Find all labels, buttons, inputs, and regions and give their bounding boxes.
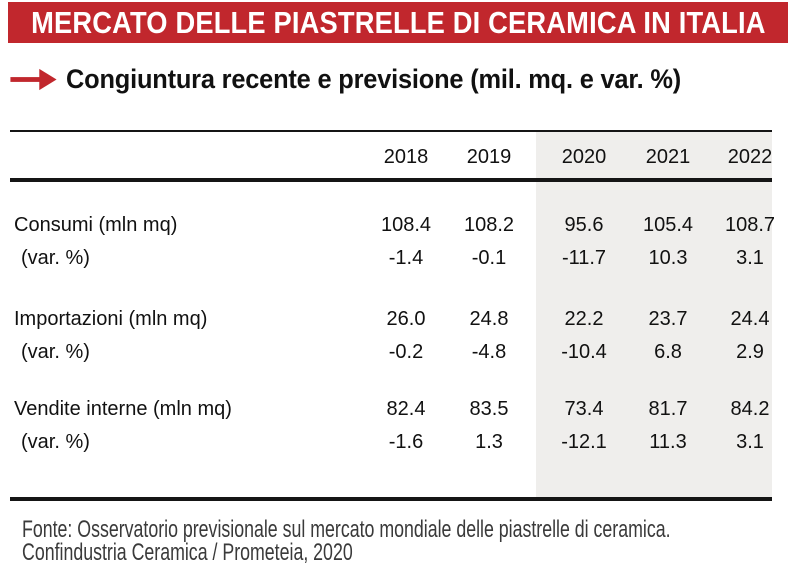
arrow-right-icon (10, 68, 57, 91)
value-cell: 3.1 (736, 247, 764, 269)
value-cell: -0.2 (388, 341, 424, 363)
value-cell: 95.6 (564, 214, 604, 236)
column-header-2021: 2021 (645, 146, 691, 168)
row-label: Vendite interne (mln mq) (14, 398, 232, 420)
row-label: Consumi (mln mq) (14, 214, 178, 236)
column-header-2022: 2022 (727, 146, 773, 168)
row-label: (var. %) (21, 341, 90, 363)
value-cell: 26.0 (386, 308, 426, 330)
value-cell: 24.8 (469, 308, 509, 330)
value-cell: 81.7 (648, 398, 688, 420)
column-header-2018: 2018 (383, 146, 429, 168)
row-label: Importazioni (mln mq) (14, 308, 208, 330)
value-cell: 24.4 (730, 308, 770, 330)
value-cell: 3.1 (736, 431, 764, 453)
value-cell: 105.4 (642, 214, 694, 236)
value-cell: 1.3 (475, 431, 503, 453)
table-row: (var. %) -0.2 -4.8 -10.4 6.8 2.9 (10, 340, 772, 364)
value-cell: -11.7 (561, 247, 607, 269)
value-cell: 108.7 (724, 214, 776, 236)
table-row: (var. %) -1.6 1.3 -12.1 11.3 3.1 (10, 430, 772, 454)
table-row: Vendite interne (mln mq) 82.4 83.5 73.4 … (10, 397, 772, 421)
value-cell: -0.1 (471, 247, 507, 269)
title-banner: MERCATO DELLE PIASTRELLE DI CERAMICA IN … (8, 2, 788, 43)
value-cell: 83.5 (469, 398, 509, 420)
value-cell: 108.2 (463, 214, 515, 236)
value-cell: -1.4 (388, 247, 424, 269)
table-row: (var. %) -1.4 -0.1 -11.7 10.3 3.1 (10, 246, 772, 270)
source-line-1: Fonte: Osservatorio previsionale sul mer… (22, 516, 671, 543)
page-title: MERCATO DELLE PIASTRELLE DI CERAMICA IN … (30, 4, 766, 40)
column-header-2019: 2019 (466, 146, 512, 168)
value-cell: 22.2 (564, 308, 604, 330)
value-cell: 23.7 (648, 308, 688, 330)
column-header-2020: 2020 (561, 146, 607, 168)
value-cell: 84.2 (730, 398, 770, 420)
value-cell: -1.6 (388, 431, 424, 453)
value-cell: 10.3 (648, 247, 688, 269)
value-cell: -10.4 (561, 341, 607, 363)
value-cell: 108.4 (380, 214, 432, 236)
table-rule-header (10, 178, 772, 182)
value-cell: 82.4 (386, 398, 426, 420)
row-label: (var. %) (21, 431, 90, 453)
forecast-highlight-band (536, 131, 772, 497)
source-line-2: Confindustria Ceramica / Prometeia, 2020 (22, 539, 353, 566)
table-rule-top (10, 130, 772, 132)
value-cell: -4.8 (471, 341, 507, 363)
table-rule-bottom (10, 497, 772, 501)
table-row: Importazioni (mln mq) 26.0 24.8 22.2 23.… (10, 307, 772, 331)
subtitle: Congiuntura recente e previsione (mil. m… (66, 64, 682, 94)
source-note: Fonte: Osservatorio previsionale sul mer… (22, 516, 800, 566)
table-header-row: 2018 2019 2020 2021 2022 (10, 145, 773, 169)
value-cell: -12.1 (561, 431, 607, 453)
row-label: (var. %) (21, 247, 90, 269)
table-row: Consumi (mln mq) 108.4 108.2 95.6 105.4 … (10, 213, 775, 237)
data-table: 2018 2019 2020 2021 2022 Consumi (mln mq… (10, 130, 775, 501)
value-cell: 6.8 (654, 341, 682, 363)
value-cell: 73.4 (564, 398, 604, 420)
value-cell: 2.9 (736, 341, 764, 363)
subtitle-row: Congiuntura recente e previsione (mil. m… (10, 62, 720, 97)
value-cell: 11.3 (649, 431, 687, 453)
